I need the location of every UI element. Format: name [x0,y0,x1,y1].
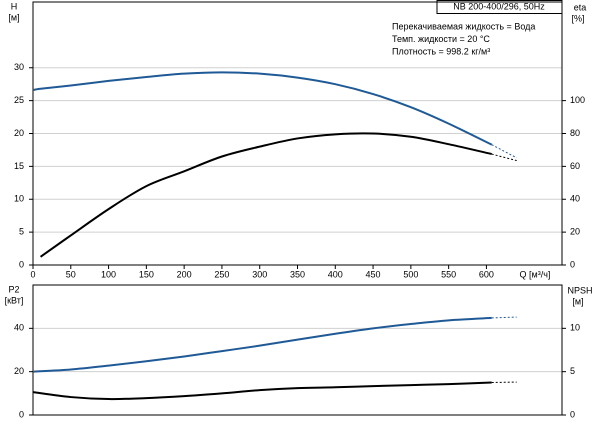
y-tick-label: 15 [14,161,24,171]
x-tick-label: 150 [139,269,154,279]
x-tick-label: 550 [441,269,456,279]
x-axis-label: Q [м³/ч] [520,269,551,279]
y-tick-label: 25 [14,95,24,105]
y2-tick-label: 100 [570,95,585,105]
series-extrapolation [491,144,517,159]
series-extrapolation [491,316,517,319]
x-tick-label: 50 [66,269,76,279]
y-axis-unit: [кВт] [5,295,24,305]
y-tick-label: 40 [14,323,24,333]
y2-tick-label: 60 [570,161,580,171]
y2-axis-label: NPSH [567,285,592,295]
y-tick-label: 5 [19,227,24,237]
x-tick-label: 300 [252,269,267,279]
x-tick-label: 500 [403,269,418,279]
y2-axis-unit: [%] [571,13,584,23]
y-axis-unit: [м] [8,12,19,22]
x-tick-label: 100 [101,269,116,279]
y-tick-label: 0 [19,259,24,269]
plot-frame [32,284,563,416]
y2-tick-label: 20 [570,227,580,237]
y2-tick-label: 40 [570,194,580,204]
y2-tick-label: 10 [570,323,580,333]
x-tick-label: 250 [214,269,229,279]
x-tick-label: 200 [177,269,192,279]
series-line [39,132,492,258]
y-axis-label: P2 [8,284,19,294]
y-tick-label: 20 [14,128,24,138]
series-line [32,71,493,146]
plot-frame [32,1,563,266]
chart-title: NB 200-400/296, 50Hz [453,1,545,11]
series-extrapolation [491,153,517,162]
x-tick-label: 450 [366,269,381,279]
y-axis-label: H [11,1,18,11]
y2-tick-label: 5 [570,366,575,376]
annotation: Темп. жидкости = 20 °C [392,34,490,44]
x-tick-label: 0 [30,269,35,279]
x-tick-label: 400 [328,269,343,279]
y2-tick-label: 0 [570,259,575,269]
y-tick-label: 30 [14,62,24,72]
series-line [32,316,492,373]
y2-axis-label: eta [574,2,587,12]
x-tick-label: 350 [290,269,305,279]
y-tick-label: 0 [19,409,24,419]
y-tick-label: 20 [14,366,24,376]
x-tick-label: 600 [479,269,494,279]
annotation: Плотность = 998.2 кг/м³ [392,46,490,56]
annotation: Перекачиваемая жидкость = Вода [392,21,535,31]
series-line [32,381,492,401]
y2-tick-label: 80 [570,128,580,138]
y-tick-label: 10 [14,194,24,204]
y2-axis-unit: [м] [572,296,583,306]
y2-tick-label: 0 [570,409,575,419]
